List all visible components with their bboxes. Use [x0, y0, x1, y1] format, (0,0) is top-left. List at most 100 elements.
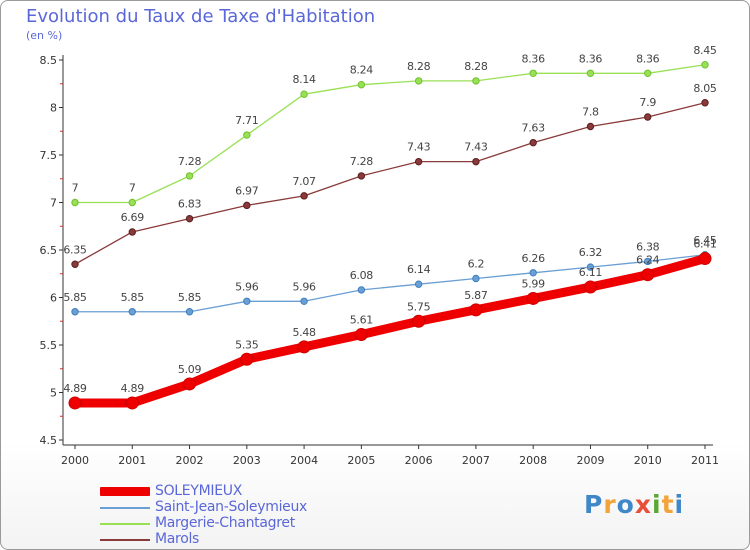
data-point: [71, 260, 79, 268]
data-label: 8.36: [522, 52, 546, 65]
data-label: 5.35: [235, 338, 259, 351]
data-point: [644, 69, 652, 78]
data-label: 5.85: [178, 291, 202, 304]
data-label: 5.09: [178, 363, 202, 376]
y-tick-label: 6.5: [40, 244, 58, 257]
data-label: 6.2: [468, 258, 485, 271]
data-label: 7.9: [639, 96, 656, 109]
data-label: 7.43: [464, 141, 488, 154]
logo-letter: r: [603, 490, 617, 519]
y-tick-label: 7.5: [40, 149, 58, 162]
y-tick-label: 8: [50, 102, 57, 115]
series-line: [74, 64, 706, 204]
data-label: 6.32: [579, 246, 602, 259]
data-point: [412, 314, 426, 328]
data-point: [701, 61, 709, 69]
data-point: [644, 257, 652, 266]
y-tick-label: 8.5: [40, 54, 58, 67]
x-tick-label: 2008: [519, 454, 547, 467]
data-label: 5.96: [292, 280, 316, 293]
x-tick-label: 2009: [576, 454, 604, 467]
legend-label: Saint-Jean-Soleymieux: [155, 499, 308, 515]
data-point: [586, 263, 595, 271]
data-point: [641, 268, 655, 282]
data-label: 5.85: [63, 291, 87, 304]
y-tick-label: 5.5: [40, 339, 58, 352]
data-point: [71, 308, 79, 316]
data-point: [183, 377, 197, 391]
data-point: [586, 69, 595, 78]
y-tick-label: 7: [50, 197, 57, 210]
data-point: [243, 297, 251, 305]
data-point: [357, 286, 366, 294]
data-labels: 4.89 4.89 5.09 5.35 5.48 5.61 5.75 5.87 5.99 6.11…: [63, 44, 717, 395]
data-label: 6.24: [636, 254, 660, 267]
data-point: [414, 280, 423, 288]
axes: 4.5 5 5.5 6 6.5 7 7.5 8 8.5 2000 2001 2002 2003 2004 2…: [40, 54, 720, 467]
logo-letter: t: [661, 490, 675, 519]
legend-label: Margerie-Chantagret: [155, 515, 295, 531]
data-label: 8.45: [693, 44, 717, 57]
data-label: 5.48: [292, 326, 316, 339]
data-label: 6.69: [121, 211, 145, 224]
data-label: 5.87: [464, 289, 488, 302]
legend-swatch: [100, 523, 150, 525]
x-tick-label: 2003: [233, 454, 261, 467]
data-label: 6.26: [522, 252, 546, 265]
logo-letter: o: [616, 490, 635, 519]
data-label: 7.71: [235, 114, 258, 127]
x-tick-label: 2002: [176, 454, 204, 467]
data-label: 6.35: [63, 243, 87, 256]
data-label: 5.75: [407, 300, 431, 313]
proxiti-logo: Proxiti: [584, 490, 684, 519]
x-tick-label: 2011: [691, 454, 719, 467]
legend-swatch: [100, 507, 150, 509]
data-point: [357, 81, 366, 89]
data-point: [185, 172, 194, 180]
legend-swatch: [100, 487, 150, 496]
y-tick-label: 6: [50, 292, 57, 305]
legend-label: SOLEYMIEUX: [155, 483, 242, 499]
data-label: 8.05: [693, 82, 717, 95]
x-tick-label: 2004: [290, 454, 318, 467]
data-label: 5.99: [522, 277, 546, 290]
legend-swatch: [100, 539, 150, 541]
data-label: 7.63: [522, 122, 546, 135]
data-label: 8.36: [579, 52, 603, 65]
series-line: [70, 254, 710, 408]
x-tick-label: 2007: [462, 454, 490, 467]
data-point: [297, 340, 311, 354]
x-tick-label: 2000: [61, 454, 89, 467]
data-label: 6.11: [579, 266, 602, 279]
data-label: 6.41: [693, 238, 716, 251]
data-point: [240, 352, 254, 366]
data-label: 8.36: [636, 52, 660, 65]
data-label: 4.89: [121, 382, 145, 395]
data-point: [586, 122, 595, 131]
data-label: 7.28: [178, 155, 202, 168]
data-point: [128, 228, 136, 236]
chart-unit: (en %): [26, 29, 63, 42]
data-point: [357, 172, 366, 180]
logo-letter: P: [584, 490, 604, 519]
data-point: [701, 99, 709, 107]
data-point: [472, 274, 480, 283]
data-label: 5.85: [121, 291, 145, 304]
series-line: [74, 254, 706, 313]
data-label: 7.07: [292, 175, 316, 188]
x-tick-label: 2010: [634, 454, 662, 467]
data-point: [300, 90, 308, 98]
data-point: [185, 308, 194, 316]
data-label: 8.14: [292, 73, 316, 86]
data-label: 4.89: [63, 382, 87, 395]
x-tick-label: 2001: [118, 454, 146, 467]
data-label: 8.28: [407, 60, 431, 73]
data-point: [472, 77, 480, 85]
logo-letter: i: [674, 490, 685, 519]
data-label: 6.97: [235, 184, 259, 197]
data-point: [300, 192, 308, 200]
data-point: [414, 157, 423, 166]
data-label: 6.38: [636, 240, 660, 253]
data-point: [526, 291, 540, 305]
